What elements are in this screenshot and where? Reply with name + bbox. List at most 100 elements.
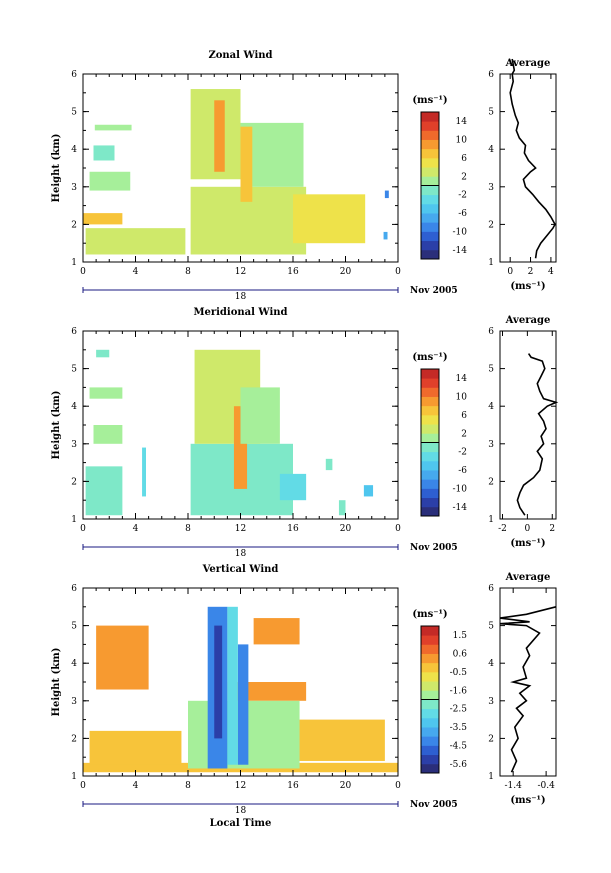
y-tick-label: 2 — [71, 477, 77, 487]
colorbar-tick-label: 0.6 — [453, 650, 468, 660]
average-profile-line — [509, 58, 556, 259]
x-axis-label: Local Time — [210, 818, 272, 829]
date-label: 18 — [235, 549, 247, 559]
y-tick-label: 1 — [71, 772, 77, 782]
y-tick-label: 6 — [71, 70, 77, 80]
x-tick-label: 8 — [185, 781, 191, 791]
data-cell — [96, 349, 110, 358]
colorbar-segment — [421, 222, 439, 232]
colorbar-tick-label: -14 — [453, 246, 468, 256]
colorbar-segment — [421, 644, 439, 654]
colorbar-tick-label: -3.5 — [450, 723, 468, 733]
colorbar-tick-label: 6 — [461, 154, 467, 164]
y-tick-label: 3 — [71, 440, 77, 450]
y-axis-label: Height (km) — [51, 648, 62, 717]
y-tick-label: 5 — [71, 108, 77, 118]
y-tick-label: 6 — [71, 327, 77, 337]
y-tick-label: 1 — [71, 515, 77, 525]
average-x-tick-label: 0 — [525, 524, 531, 534]
data-cell — [89, 387, 123, 399]
data-cell — [325, 458, 333, 471]
data-cell — [89, 730, 182, 765]
x-tick-label: 12 — [235, 524, 246, 534]
colorbar-segment — [421, 167, 439, 177]
data-cell — [85, 466, 123, 516]
colorbar-segment — [421, 112, 439, 122]
colorbar-tick-label: -5.6 — [450, 760, 468, 770]
colorbar-tick-label: -2.5 — [450, 705, 468, 715]
data-cell — [383, 231, 388, 240]
data-cell — [240, 387, 280, 444]
colorbar-tick-label: -1.6 — [450, 686, 468, 696]
average-x-tick-label: 0 — [507, 267, 513, 277]
panel-title: Zonal Wind — [208, 50, 272, 61]
x-tick-label: 20 — [340, 524, 352, 534]
colorbar-segment — [421, 148, 439, 159]
colorbar-segment — [421, 442, 439, 453]
colorbar-segment — [421, 470, 439, 480]
y-tick-label: 4 — [71, 402, 77, 412]
colorbar-tick-label: 2 — [461, 172, 467, 182]
colorbar-segment — [421, 708, 439, 719]
colorbar-segment — [421, 185, 439, 196]
date-label: 18 — [235, 292, 247, 302]
average-y-tick-label: 4 — [488, 659, 494, 669]
average-y-tick-label: 5 — [488, 365, 494, 375]
data-cell — [227, 606, 238, 765]
colorbar-segment — [421, 506, 439, 517]
average-y-tick-label: 5 — [488, 622, 494, 632]
average-profile-line — [499, 606, 557, 773]
colorbar-segment — [421, 433, 439, 443]
colorbar-segment — [421, 396, 439, 407]
colorbar-segment — [421, 213, 439, 223]
average-title: Average — [505, 315, 551, 326]
x-tick-label: 20 — [340, 781, 352, 791]
average-y-tick-label: 2 — [488, 220, 494, 230]
average-x-tick-label: 4 — [548, 267, 554, 277]
data-cell — [293, 719, 385, 761]
data-cell — [214, 100, 225, 172]
y-tick-label: 4 — [71, 659, 77, 669]
colorbar-tick-label: -14 — [453, 503, 468, 513]
average-x-tick-label: -0.4 — [537, 781, 555, 791]
data-cell — [93, 425, 123, 444]
colorbar-segment — [421, 763, 439, 774]
colorbar-tick-label: 10 — [456, 136, 468, 146]
average-title: Average — [505, 58, 551, 69]
data-cell — [93, 145, 115, 161]
y-tick-label: 3 — [71, 183, 77, 193]
colorbar-segment — [421, 479, 439, 489]
colorbar-tick-label: 6 — [461, 411, 467, 421]
colorbar-tick-label: -0.5 — [450, 668, 468, 678]
average-y-tick-label: 6 — [488, 70, 494, 80]
colorbar-segment — [421, 626, 439, 636]
colorbar-segment — [421, 405, 439, 416]
colorbar-segment — [421, 157, 439, 168]
colorbar-segment — [421, 249, 439, 260]
colorbar-segment — [421, 736, 439, 746]
colorbar-segment — [421, 414, 439, 425]
month-label: Nov 2005 — [410, 800, 458, 810]
average-y-tick-label: 3 — [488, 440, 494, 450]
x-tick-label: 4 — [133, 267, 139, 277]
y-tick-label: 3 — [71, 697, 77, 707]
colorbar-segment — [421, 378, 439, 388]
average-y-tick-label: 5 — [488, 108, 494, 118]
x-tick-label: 16 — [287, 524, 299, 534]
colorbar-unit: (ms⁻¹) — [412, 95, 447, 106]
average-x-label: (ms⁻¹) — [510, 281, 545, 292]
average-y-tick-label: 4 — [488, 402, 494, 412]
y-tick-label: 2 — [71, 220, 77, 230]
average-frame — [499, 330, 557, 520]
colorbar-segment — [421, 231, 439, 242]
colorbar-tick-label: 14 — [456, 374, 468, 384]
colorbar-segment — [421, 690, 439, 700]
colorbar-segment — [421, 121, 439, 131]
y-axis-label: Height (km) — [51, 134, 62, 203]
y-tick-label: 6 — [71, 584, 77, 594]
data-cell — [338, 500, 346, 516]
average-title: Average — [505, 572, 551, 583]
average-y-tick-label: 1 — [488, 515, 494, 525]
